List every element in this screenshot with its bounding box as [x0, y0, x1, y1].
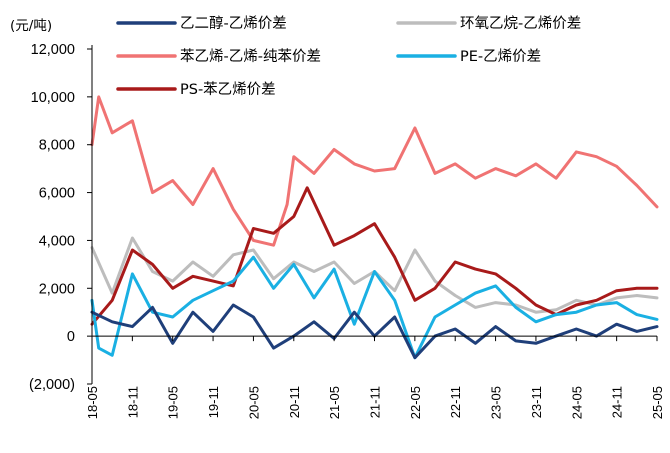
y-axis-unit-label: (元/吨) [10, 18, 52, 34]
x-tick-label: 18-11 [125, 386, 140, 418]
series-line-5 [90, 186, 659, 326]
x-tick-label: 23-11 [529, 386, 544, 418]
y-tick-label: 8,000 [39, 138, 75, 154]
y-tick-label: 6,000 [39, 186, 75, 202]
x-tick-label: 22-05 [408, 386, 423, 419]
x-tick-label: 25-05 [650, 386, 665, 419]
x-tick-label: 23-05 [489, 386, 504, 419]
x-tick-label: 20-05 [246, 386, 261, 419]
axes: 12,000 10,000 8,000 6,000 4,000 2,000 0 (2,000)… [29, 42, 665, 419]
y-tick-label: 0 [67, 329, 75, 345]
legend-label: 环氧乙烷-乙烯价差 [460, 15, 581, 32]
x-tick-label: 24-11 [610, 386, 625, 418]
y-tick-label: 10,000 [31, 90, 75, 106]
legend-label: 乙二醇-乙烯价差 [180, 15, 287, 32]
legend-label: PS-苯乙烯价差 [180, 81, 276, 98]
x-tick-label: 19-11 [206, 386, 221, 418]
y-tick-label: 4,000 [39, 233, 75, 249]
x-tick-label: 22-11 [448, 386, 463, 418]
y-tick-label: 2,000 [39, 281, 75, 297]
x-tick-label: 19-05 [166, 386, 181, 419]
x-tick-label: 20-11 [287, 386, 302, 418]
series-line-3 [90, 95, 659, 247]
y-tick-label: 12,000 [31, 42, 75, 58]
y-tick-label: (2,000) [29, 377, 75, 393]
x-tick-label: 24-05 [569, 386, 584, 419]
series-line-4 [90, 255, 659, 360]
series-lines [90, 95, 659, 360]
x-tick-label: 21-05 [327, 386, 342, 419]
x-tick-label: 18-05 [85, 386, 100, 419]
legend-label: PE-乙烯价差 [460, 48, 541, 65]
x-tick-label: 21-11 [368, 386, 383, 418]
legend-label: 苯乙烯-乙烯-纯苯价差 [180, 48, 321, 65]
